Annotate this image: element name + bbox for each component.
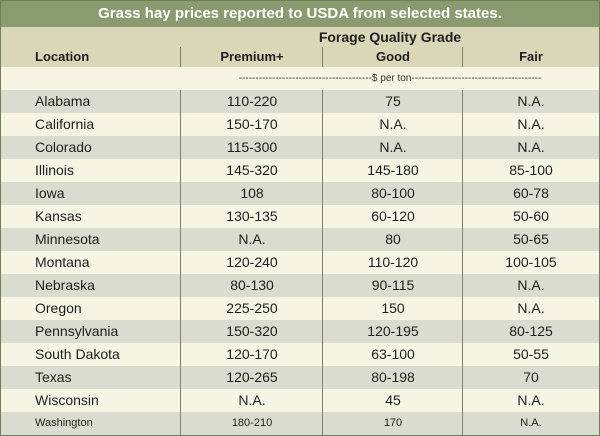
cell-premium: 225-250	[226, 300, 278, 316]
cell-location: California	[35, 116, 95, 132]
cell-good: 150	[381, 300, 405, 316]
column-header-fair: Fair	[519, 49, 543, 64]
table-row: Montana 120-240 110-120 100-105	[1, 251, 599, 274]
cell-location: Illinois	[35, 162, 74, 178]
cell-location: Minnesota	[35, 231, 100, 247]
cell-fair: 50-55	[513, 346, 549, 362]
cell-fair: 100-105	[505, 254, 557, 270]
cell-fair: 85-100	[509, 162, 553, 178]
cell-location: Oregon	[35, 300, 82, 316]
column-divider	[322, 90, 323, 435]
cell-premium: N.A.	[238, 392, 266, 408]
column-header-location: Location	[35, 49, 90, 64]
cell-premium: N.A.	[238, 231, 266, 247]
cell-fair: 50-65	[513, 231, 549, 247]
table-row: Pennsylvania 150-320 120-195 80-125	[1, 320, 599, 343]
cell-good: 145-180	[367, 162, 419, 178]
unit-row	[1, 67, 599, 90]
column-divider	[180, 47, 181, 67]
table-row: California 150-170 N.A. N.A.	[1, 113, 599, 136]
cell-good: 80	[385, 231, 401, 247]
cell-fair: 70	[523, 369, 539, 385]
cell-premium: 115-300	[226, 139, 278, 155]
cell-location: Montana	[35, 254, 90, 270]
cell-location: Pennsylvania	[35, 323, 119, 339]
cell-premium: 180-210	[231, 417, 273, 429]
cell-good: 63-100	[371, 346, 415, 362]
cell-premium: 80-130	[230, 277, 274, 293]
cell-location: South Dakota	[35, 346, 120, 362]
table-row: Washington 180-210 170 N.A.	[1, 412, 599, 435]
table-header	[1, 27, 599, 67]
cell-location: Washington	[35, 417, 93, 429]
cell-location: Colorado	[35, 139, 92, 155]
table-row: Illinois 145-320 145-180 85-100	[1, 159, 599, 182]
cell-fair: N.A.	[517, 93, 545, 109]
cell-good: 80-198	[371, 369, 415, 385]
cell-good: N.A.	[379, 116, 407, 132]
cell-premium: 120-240	[226, 254, 278, 270]
cell-location: Nebraska	[35, 277, 95, 293]
table-title: Grass hay prices reported to USDA from s…	[1, 1, 599, 27]
cell-fair: 60-78	[513, 185, 549, 201]
column-divider	[322, 47, 323, 67]
cell-fair: N.A.	[520, 417, 542, 429]
cell-premium: 150-170	[226, 116, 278, 132]
cell-good: 90-115	[371, 277, 415, 293]
table-row: Colorado 115-300 N.A. N.A.	[1, 136, 599, 159]
cell-premium: 108	[240, 185, 264, 201]
column-divider	[462, 90, 463, 435]
table-row: Wisconsin N.A. 45 N.A.	[1, 389, 599, 412]
column-header-premium: Premium+	[220, 49, 284, 64]
forage-quality-grade-header: Forage Quality Grade	[318, 29, 462, 45]
cell-fair: N.A.	[517, 300, 545, 316]
table-row: South Dakota 120-170 63-100 50-55	[1, 343, 599, 366]
cell-fair: N.A.	[517, 277, 545, 293]
cell-good: 170	[383, 417, 403, 429]
column-divider	[180, 90, 181, 435]
cell-premium: 130-135	[226, 208, 278, 224]
cell-location: Iowa	[35, 185, 65, 201]
table-row: Iowa 108 80-100 60-78	[1, 182, 599, 205]
cell-premium: 120-265	[226, 369, 278, 385]
table-row: Oregon 225-250 150 N.A.	[1, 297, 599, 320]
cell-good: 120-195	[367, 323, 419, 339]
cell-good: 110-120	[367, 254, 419, 270]
column-divider	[462, 47, 463, 67]
table-row: Alabama 110-220 75 N.A.	[1, 90, 599, 113]
cell-premium: 110-220	[226, 93, 278, 109]
cell-good: 80-100	[371, 185, 415, 201]
cell-location: Kansas	[35, 208, 82, 224]
table-row: Minnesota N.A. 80 50-65	[1, 228, 599, 251]
cell-location: Alabama	[35, 93, 91, 109]
cell-fair: N.A.	[517, 116, 545, 132]
cell-fair: 80-125	[509, 323, 553, 339]
table-row: Nebraska 80-130 90-115 N.A.	[1, 274, 599, 297]
column-header-good: Good	[376, 49, 410, 64]
cell-location: Wisconsin	[35, 392, 99, 408]
cell-good: 75	[385, 93, 401, 109]
cell-good: 45	[385, 392, 401, 408]
cell-location: Texas	[35, 369, 72, 385]
table-row: Kansas 130-135 60-120 50-60	[1, 205, 599, 228]
table-body: Alabama 110-220 75 N.A. California 150-170 N.A…	[1, 90, 599, 435]
unit-label: ----------------------------------------…	[238, 73, 542, 84]
cell-fair: N.A.	[517, 139, 545, 155]
cell-premium: 150-320	[226, 323, 278, 339]
cell-good: N.A.	[379, 139, 407, 155]
cell-premium: 145-320	[226, 162, 278, 178]
table-row: Texas 120-265 80-198 70	[1, 366, 599, 389]
cell-good: 60-120	[371, 208, 415, 224]
cell-fair: 50-60	[513, 208, 549, 224]
cell-premium: 120-170	[226, 346, 278, 362]
cell-fair: N.A.	[517, 392, 545, 408]
